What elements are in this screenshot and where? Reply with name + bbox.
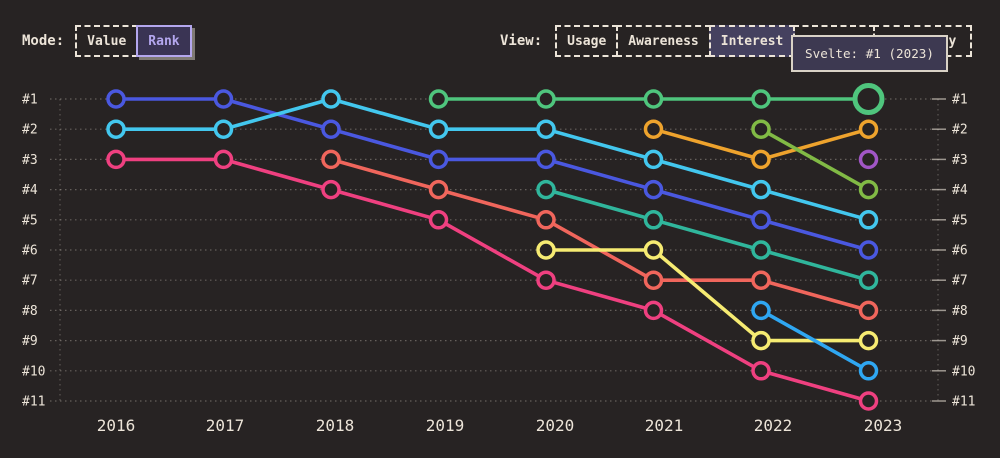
rank-label-left-4: #4: [22, 183, 38, 198]
year-label-2019: 2019: [426, 416, 465, 435]
point-blue-2023[interactable]: [858, 240, 879, 260]
series-line-teal[interactable]: [544, 187, 871, 283]
rank-label-left-5: #5: [22, 213, 38, 228]
point-yellow-2023[interactable]: [858, 330, 879, 351]
point-yellow-2021[interactable]: [643, 240, 664, 260]
point-cyan-2018[interactable]: [321, 89, 341, 109]
point-cyan-2020[interactable]: [536, 119, 556, 139]
mode-control: Mode: Value Rank: [22, 25, 192, 57]
point-lightgreen-2023[interactable]: [858, 179, 879, 200]
rank-label-right-4: #4: [952, 183, 968, 198]
point-cyan-2021[interactable]: [643, 149, 664, 170]
year-label-2020: 2020: [536, 416, 575, 435]
point-yellow-2020[interactable]: [536, 240, 556, 260]
point-orange-2023[interactable]: [858, 119, 879, 139]
tooltip: Svelte: #1 (2023): [791, 35, 948, 72]
point-blue-2017[interactable]: [213, 89, 234, 109]
point-salmon-2020[interactable]: [536, 210, 556, 230]
point-pink-2022[interactable]: [751, 361, 771, 381]
year-label-2021: 2021: [645, 416, 684, 435]
rank-label-right-7: #7: [952, 274, 968, 289]
mode-option-rank[interactable]: Rank: [136, 25, 192, 57]
year-label-2023: 2023: [864, 416, 903, 435]
point-cyan-2017[interactable]: [213, 119, 234, 139]
rank-label-left-1: #1: [22, 93, 38, 108]
point-salmon-2022[interactable]: [751, 270, 771, 290]
rank-label-left-10: #10: [22, 364, 45, 379]
point-blue-2022[interactable]: [751, 210, 771, 230]
point-salmon-2023[interactable]: [858, 300, 879, 321]
rank-label-right-6: #6: [952, 244, 968, 259]
point-pink-2016[interactable]: [106, 149, 126, 170]
point-blue-2021[interactable]: [643, 179, 664, 200]
point-cyan-2023[interactable]: [858, 210, 879, 230]
point-blue-2016[interactable]: [106, 89, 126, 109]
rank-label-right-11: #11: [952, 395, 975, 410]
point-pink-2020[interactable]: [536, 270, 556, 290]
point-blue-2019[interactable]: [428, 149, 449, 170]
point-cyan-2019[interactable]: [428, 119, 449, 139]
rank-label-right-9: #9: [952, 334, 968, 349]
rank-label-left-3: #3: [22, 153, 38, 168]
point-blue-2018[interactable]: [321, 119, 341, 139]
point-lightgreen-2022[interactable]: [751, 119, 771, 139]
point-pink-2023[interactable]: [858, 391, 879, 411]
point-pink-2017[interactable]: [213, 149, 234, 170]
series-line-lightblue[interactable]: [759, 308, 871, 373]
year-label-2016: 2016: [97, 416, 136, 435]
point-svelte-green-2020[interactable]: [536, 89, 556, 109]
year-label-2018: 2018: [316, 416, 355, 435]
year-label-2017: 2017: [206, 416, 245, 435]
rank-label-right-10: #10: [952, 364, 975, 379]
point-teal-2022[interactable]: [751, 240, 771, 260]
rank-label-left-2: #2: [22, 123, 38, 138]
point-orange-2022[interactable]: [751, 149, 771, 170]
rank-label-right-1: #1: [952, 93, 968, 108]
point-lightblue-2022[interactable]: [751, 300, 771, 321]
rank-label-left-7: #7: [22, 274, 38, 289]
rank-label-left-11: #11: [22, 395, 45, 410]
series-line-salmon[interactable]: [329, 157, 871, 313]
point-yellow-2022[interactable]: [751, 330, 771, 351]
point-salmon-2019[interactable]: [428, 179, 449, 200]
series-line-lightgreen[interactable]: [759, 127, 871, 192]
point-teal-2023[interactable]: [858, 270, 879, 290]
point-pink-2019[interactable]: [428, 210, 449, 230]
point-svelte-green-2023[interactable]: [852, 83, 885, 115]
rank-label-left-6: #6: [22, 244, 38, 259]
rank-label-left-8: #8: [22, 304, 38, 319]
point-orange-2021[interactable]: [643, 119, 664, 139]
point-lightblue-2023[interactable]: [858, 361, 879, 381]
rank-label-left-9: #9: [22, 334, 38, 349]
year-label-2022: 2022: [754, 416, 793, 435]
point-svelte-green-2019[interactable]: [428, 89, 449, 109]
point-pink-2021[interactable]: [643, 300, 664, 321]
point-cyan-2022[interactable]: [751, 179, 771, 200]
view-control: View: Usage Awareness Interest ty: [500, 25, 973, 57]
rank-label-right-8: #8: [952, 304, 968, 319]
rank-label-right-5: #5: [952, 213, 968, 228]
point-svelte-green-2021[interactable]: [643, 89, 664, 109]
point-teal-2020[interactable]: [536, 179, 556, 200]
point-salmon-2018[interactable]: [321, 149, 341, 170]
series-line-cyan[interactable]: [114, 97, 871, 222]
point-pink-2018[interactable]: [321, 179, 341, 200]
series-line-blue[interactable]: [114, 97, 871, 252]
rank-label-right-2: #2: [952, 123, 968, 138]
point-svelte-green-2022[interactable]: [751, 89, 771, 109]
view-label: View:: [500, 33, 543, 49]
mode-button-group: Value Rank: [75, 25, 192, 57]
tooltip-text: Svelte: #1 (2023): [805, 46, 934, 61]
rank-label-right-3: #3: [952, 153, 968, 168]
point-purple-2023[interactable]: [858, 149, 879, 170]
point-teal-2021[interactable]: [643, 210, 664, 230]
mode-label: Mode:: [22, 33, 65, 49]
point-cyan-2016[interactable]: [106, 119, 126, 139]
point-blue-2020[interactable]: [536, 149, 556, 170]
series-line-pink[interactable]: [114, 157, 871, 403]
point-salmon-2021[interactable]: [643, 270, 664, 290]
